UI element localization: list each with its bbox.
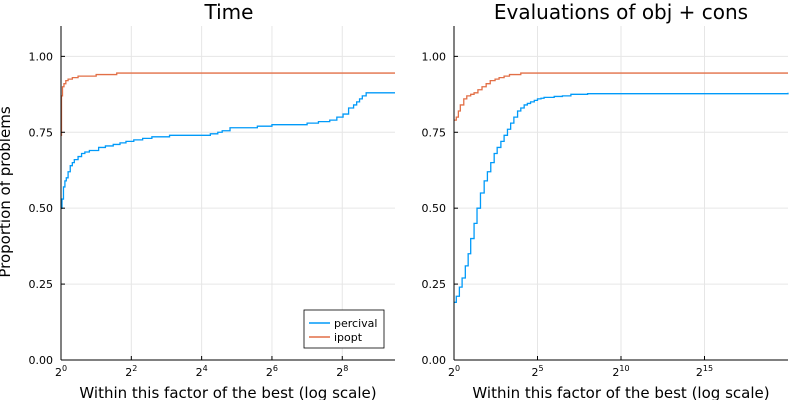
x-tick-label: 210 bbox=[612, 364, 629, 379]
evaluations-panel: 0.00 0.25 0.50 0.75 1.00 20 25 210 215 Evaluatio… bbox=[422, 0, 789, 400]
legend-label-ipopt: ipopt bbox=[334, 331, 363, 344]
time-title: Time bbox=[204, 0, 254, 24]
evaluations-title: Evaluations of obj + cons bbox=[494, 0, 748, 24]
x-tick-label: 24 bbox=[196, 364, 208, 379]
x-tick-label: 22 bbox=[125, 364, 137, 379]
x-tick-label: 20 bbox=[55, 364, 67, 379]
y-tick-label: 1.00 bbox=[422, 50, 447, 63]
time-panel: 0.00 0.25 0.50 0.75 1.00 20 22 24 26 28 Time With… bbox=[0, 0, 395, 400]
evaluations-axes: 0.00 0.25 0.50 0.75 1.00 20 25 210 215 bbox=[422, 26, 788, 379]
y-tick-label: 0.50 bbox=[29, 202, 54, 215]
series-line-percival bbox=[454, 92, 789, 303]
evaluations-series bbox=[454, 72, 789, 303]
legend: percival ipopt bbox=[303, 309, 385, 349]
y-tick-label: 0.25 bbox=[29, 278, 54, 291]
x-tick-label: 28 bbox=[336, 364, 348, 379]
y-tick-label: 1.00 bbox=[29, 50, 54, 63]
series-line-ipopt bbox=[60, 72, 395, 136]
y-tick-label: 0.00 bbox=[422, 354, 447, 367]
time-axes: 0.00 0.25 0.50 0.75 1.00 20 22 24 26 28 bbox=[29, 26, 395, 379]
series-line-ipopt bbox=[454, 72, 788, 121]
series-line-percival bbox=[61, 92, 395, 209]
legend-box bbox=[303, 309, 385, 349]
time-xlabel: Within this factor of the best (log scal… bbox=[79, 384, 376, 400]
y-tick-label: 0.50 bbox=[422, 202, 447, 215]
x-tick-label: 215 bbox=[696, 364, 713, 379]
x-tick-label: 26 bbox=[266, 364, 278, 379]
y-tick-label: 0.00 bbox=[29, 354, 54, 367]
time-ylabel: Proportion of problems bbox=[0, 106, 14, 277]
x-tick-label: 20 bbox=[448, 364, 460, 379]
evaluations-xlabel: Within this factor of the best (log scal… bbox=[472, 384, 769, 400]
y-tick-label: 0.75 bbox=[29, 126, 54, 139]
time-series bbox=[60, 72, 395, 209]
x-tick-label: 25 bbox=[531, 364, 543, 379]
y-tick-label: 0.25 bbox=[422, 278, 447, 291]
y-tick-label: 0.75 bbox=[422, 126, 447, 139]
legend-label-percival: percival bbox=[334, 317, 377, 330]
